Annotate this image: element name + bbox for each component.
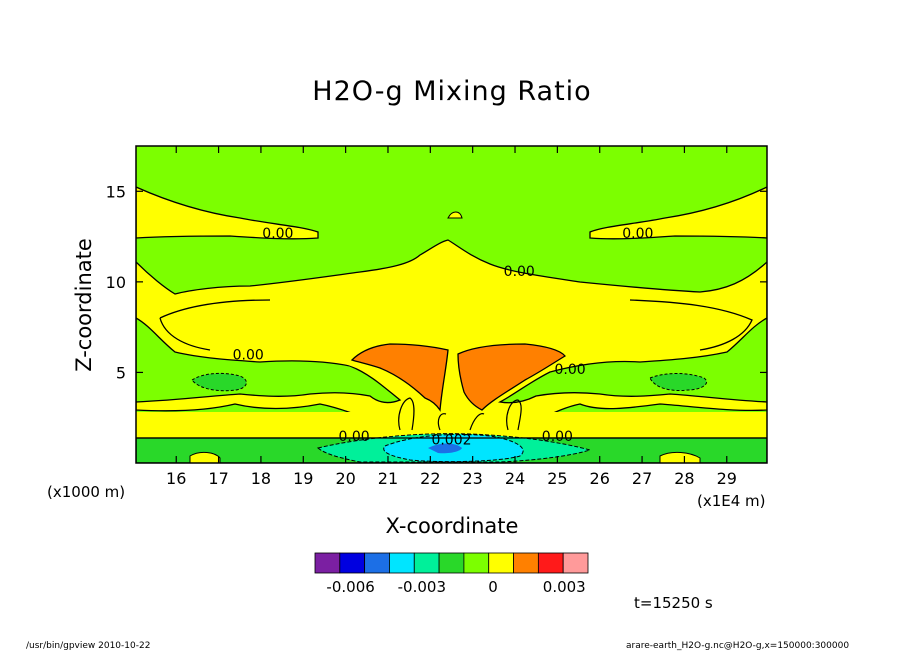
x-tick-label: 24 <box>505 469 525 488</box>
colorbar-swatch <box>488 552 514 574</box>
contour-labels: 0.00 0.00 0.00 0.00 0.00 0.00 0.002 0.00 <box>233 226 654 449</box>
y-axis-unit: (x1000 m) <box>47 483 126 501</box>
x-tick-label: 16 <box>166 469 186 488</box>
colorbar-tick-label: 0 <box>488 578 498 596</box>
colorbar-tick-label: 0.003 <box>543 578 586 596</box>
x-tick-label: 28 <box>674 469 694 488</box>
x-tick-label: 27 <box>632 469 652 488</box>
colorbar-swatch <box>537 552 564 574</box>
field-upper-left-band <box>136 186 319 240</box>
field-pillars <box>398 397 522 431</box>
contour-label: 0.00 <box>554 362 585 378</box>
x-axis-ticks: 16 17 18 19 20 21 22 23 24 25 26 27 28 29 <box>166 146 737 488</box>
colorbar-tick-label: -0.006 <box>326 578 374 596</box>
x-tick-label: 21 <box>378 469 398 488</box>
contour-label: 0.00 <box>262 226 293 242</box>
x-tick-label: 17 <box>208 469 228 488</box>
chart-title: H2O-g Mixing Ratio <box>312 76 592 107</box>
contour-label: 0.00 <box>233 347 264 363</box>
colorbar-swatch <box>314 552 341 574</box>
colorbar-swatch <box>438 552 465 574</box>
footer-command: /usr/bin/gpview 2010-10-22 <box>26 641 151 651</box>
contour-label: 0.00 <box>542 429 573 445</box>
x-tick-label: 20 <box>335 469 355 488</box>
field-left-lens <box>191 372 247 392</box>
field-blue-core <box>428 443 462 454</box>
contour-label: 0.002 <box>431 432 471 448</box>
colorbar-swatch <box>463 552 490 574</box>
plot-frame <box>135 145 768 464</box>
field-upper-right-band <box>589 186 767 240</box>
footer-source: arare-earth_H2O-g.nc@H2O-g,x=150000:3000… <box>626 641 850 651</box>
contour-label: 0.00 <box>622 226 653 242</box>
x-tick-label: 29 <box>717 469 737 488</box>
contour-fields <box>136 146 767 463</box>
x-tick-label: 22 <box>420 469 440 488</box>
colorbar-swatch <box>389 552 415 574</box>
x-tick-label: 26 <box>590 469 610 488</box>
field-orange-left <box>350 343 449 412</box>
y-axis-ticks: 5 10 15 <box>106 182 767 382</box>
field-dome-core <box>160 283 752 380</box>
x-tick-label: 23 <box>462 469 482 488</box>
colorbar-swatch <box>364 552 390 574</box>
field-surface-yellow <box>189 451 701 463</box>
time-label: t=15250 s <box>634 594 713 612</box>
x-tick-label: 19 <box>293 469 313 488</box>
x-axis-label: X-coordinate <box>385 514 519 538</box>
x-tick-label: 25 <box>547 469 567 488</box>
field-top-island <box>447 211 463 219</box>
colorbar-swatch <box>413 552 440 574</box>
contour-dome-core <box>159 299 753 351</box>
field-orange-right <box>457 343 566 411</box>
colorbar-swatch <box>339 552 366 574</box>
x-tick-label: 18 <box>251 469 271 488</box>
contour-label: 0.00 <box>504 264 535 280</box>
y-tick-label: 10 <box>106 273 126 292</box>
colorbar-tick-label: -0.003 <box>398 578 446 596</box>
field-right-lens <box>649 373 708 391</box>
colorbar-swatch <box>513 552 539 574</box>
colorbar-swatch <box>562 552 589 574</box>
x-axis-unit: (x1E4 m) <box>697 492 766 510</box>
y-tick-label: 5 <box>116 363 126 382</box>
contour-label: 0.00 <box>339 429 370 445</box>
y-tick-label: 15 <box>106 182 126 201</box>
colorbar: -0.006 -0.003 0 0.003 <box>314 552 589 596</box>
